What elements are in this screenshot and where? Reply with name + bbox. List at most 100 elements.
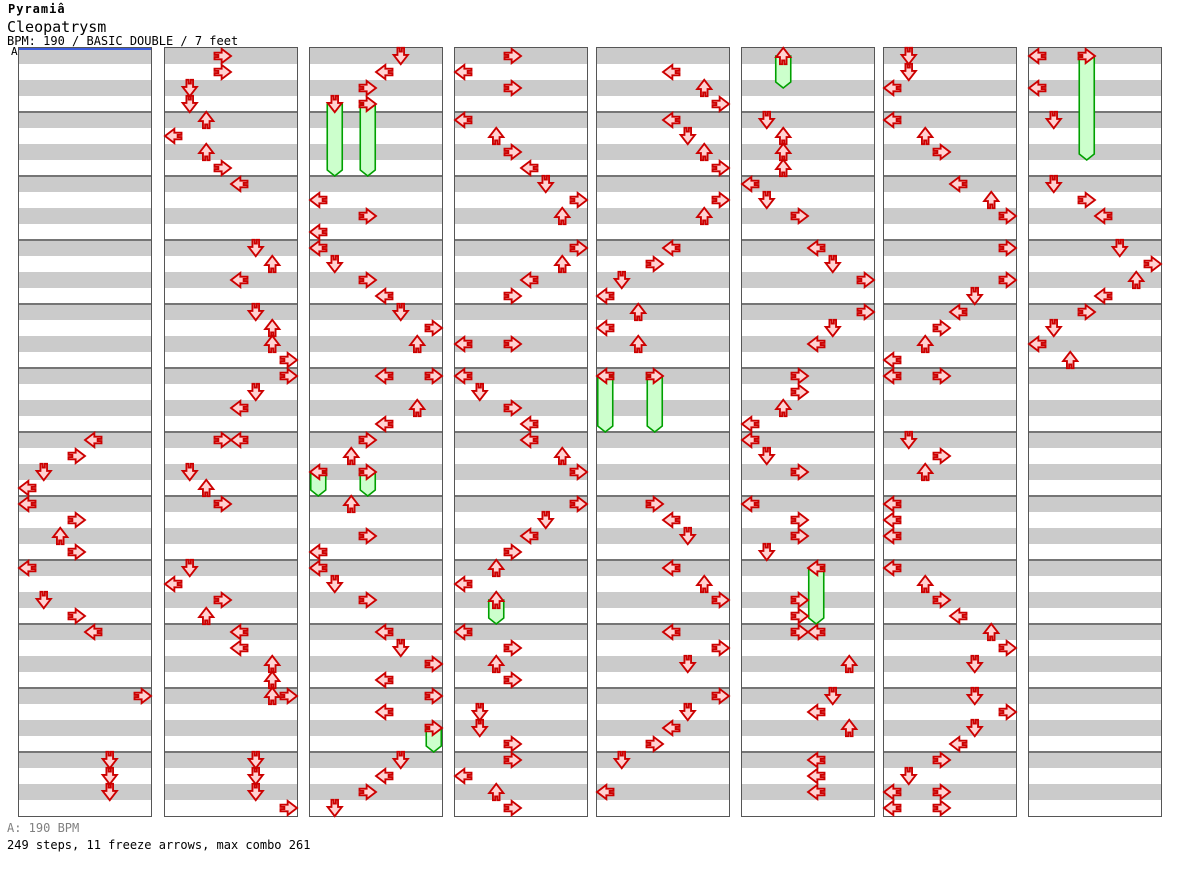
measure-line xyxy=(597,367,729,369)
measure-line xyxy=(742,175,874,177)
beat-stripe xyxy=(1029,784,1161,800)
beat-stripe xyxy=(19,128,151,144)
beat-stripe xyxy=(884,624,1016,640)
beat-stripe xyxy=(165,144,297,160)
chart-column-canvas xyxy=(741,46,875,816)
beat-stripe xyxy=(742,144,874,160)
measure-line xyxy=(165,303,297,305)
beat-stripe xyxy=(310,400,442,416)
beat-stripe xyxy=(884,256,1016,272)
beat-stripe xyxy=(1029,272,1161,288)
beat-stripe xyxy=(19,256,151,272)
measure-line xyxy=(742,623,874,625)
freeze-arrow-tail xyxy=(646,375,664,434)
beat-stripe xyxy=(19,752,151,768)
beat-stripe xyxy=(884,384,1016,400)
beat-stripe xyxy=(19,272,151,288)
freeze-arrow-tail xyxy=(596,375,614,434)
beat-stripe xyxy=(19,160,151,176)
beat-stripe xyxy=(19,784,151,800)
beat-stripe xyxy=(1029,416,1161,432)
measure-line xyxy=(884,751,1016,753)
beat-stripe xyxy=(1029,240,1161,256)
beat-stripe xyxy=(742,96,874,112)
measure-line xyxy=(597,239,729,241)
beat-stripe xyxy=(884,96,1016,112)
beat-stripe xyxy=(1029,592,1161,608)
beat-stripe xyxy=(310,736,442,752)
chart-column xyxy=(309,46,443,818)
beat-stripe xyxy=(165,112,297,128)
beat-stripe xyxy=(310,192,442,208)
beat-stripe xyxy=(19,192,151,208)
beat-stripe xyxy=(165,416,297,432)
beat-stripe xyxy=(1029,576,1161,592)
beat-stripe xyxy=(19,768,151,784)
measure-line xyxy=(165,623,297,625)
measure-line xyxy=(1029,303,1161,305)
freeze-arrow-tail xyxy=(326,103,344,178)
beat-stripe xyxy=(597,128,729,144)
beat-stripe xyxy=(165,384,297,400)
beat-stripe xyxy=(597,544,729,560)
beat-stripe xyxy=(165,512,297,528)
beat-stripe xyxy=(1029,672,1161,688)
beat-stripe xyxy=(310,448,442,464)
measure-line xyxy=(165,111,297,113)
beat-stripe xyxy=(742,736,874,752)
chart-column-canvas xyxy=(454,47,588,817)
freeze-arrow-tail xyxy=(1078,55,1096,162)
beat-stripe xyxy=(19,208,151,224)
beat-stripe xyxy=(884,512,1016,528)
measure-line xyxy=(165,495,297,497)
measure-line xyxy=(597,687,729,689)
beat-stripe xyxy=(19,640,151,656)
beat-stripe xyxy=(742,800,874,816)
beat-stripe xyxy=(742,128,874,144)
beat-stripe xyxy=(310,688,442,704)
beat-stripe xyxy=(310,48,442,64)
beat-stripe xyxy=(597,592,729,608)
measure-line xyxy=(1029,175,1161,177)
measure-line xyxy=(884,495,1016,497)
beat-stripe xyxy=(165,224,297,240)
beat-stripe xyxy=(742,192,874,208)
measure-line xyxy=(455,687,587,689)
beat-stripe xyxy=(455,240,587,256)
beat-stripe xyxy=(1029,736,1161,752)
beat-stripe xyxy=(742,256,874,272)
beat-stripe xyxy=(597,224,729,240)
beat-stripe xyxy=(310,640,442,656)
measure-line xyxy=(455,495,587,497)
song-subtitle: Cleopatrysm xyxy=(7,18,107,36)
measure-line xyxy=(884,623,1016,625)
measure-line xyxy=(165,431,297,433)
beat-stripe xyxy=(19,96,151,112)
chart-column xyxy=(18,47,152,817)
beat-stripe xyxy=(19,800,151,816)
beat-stripe xyxy=(19,720,151,736)
beat-stripe xyxy=(165,80,297,96)
beat-stripe xyxy=(19,400,151,416)
measure-line xyxy=(884,367,1016,369)
beat-stripe xyxy=(455,368,587,384)
measure-line xyxy=(597,111,729,113)
beat-stripe xyxy=(884,480,1016,496)
beat-stripe xyxy=(1029,624,1161,640)
measure-line xyxy=(165,559,297,561)
beat-stripe xyxy=(742,352,874,368)
beat-stripe xyxy=(597,208,729,224)
beat-stripe xyxy=(742,448,874,464)
measure-line xyxy=(19,751,151,753)
beat-stripe xyxy=(884,240,1016,256)
beat-stripe xyxy=(742,656,874,672)
beat-stripe xyxy=(597,656,729,672)
beat-stripe xyxy=(19,80,151,96)
beat-stripe xyxy=(165,736,297,752)
beat-stripe xyxy=(165,448,297,464)
beat-stripe xyxy=(165,752,297,768)
beat-stripe xyxy=(742,320,874,336)
beat-stripe xyxy=(19,416,151,432)
beat-stripe xyxy=(19,352,151,368)
beat-stripe xyxy=(884,80,1016,96)
